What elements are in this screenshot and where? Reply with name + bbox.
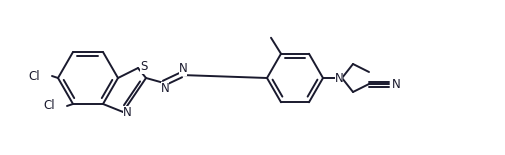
Text: N: N	[178, 62, 187, 75]
Text: N: N	[391, 78, 399, 91]
Text: Cl: Cl	[43, 100, 55, 113]
Text: N: N	[334, 71, 343, 84]
Text: S: S	[140, 60, 147, 73]
Text: N: N	[122, 106, 131, 120]
Text: Cl: Cl	[28, 69, 40, 82]
Text: N: N	[160, 82, 169, 95]
